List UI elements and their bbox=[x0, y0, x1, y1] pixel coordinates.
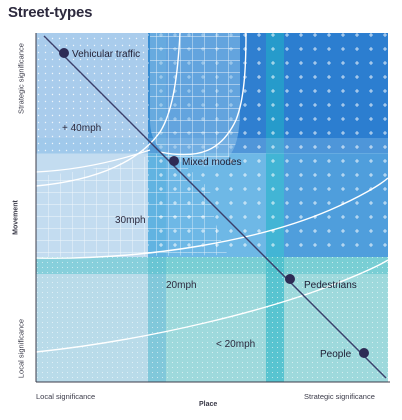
zone-label-20mph: 20mph bbox=[166, 280, 197, 291]
node-label-pedestrians: Pedestrians bbox=[304, 280, 357, 291]
zone-label-sub20mph: < 20mph bbox=[216, 339, 255, 350]
page-title: Street-types bbox=[8, 4, 93, 21]
zone-label-30mph: 30mph bbox=[115, 215, 146, 226]
node-label-vehicular: Vehicular traffic bbox=[72, 49, 140, 60]
grid-lobe-upper-lines bbox=[150, 33, 240, 167]
curve-20mph bbox=[36, 177, 388, 259]
x-axis-right-label: Strategic significance bbox=[304, 392, 375, 401]
grid-lobe-lower bbox=[36, 150, 228, 257]
node-label-people: People bbox=[320, 349, 352, 360]
node-dot-vehicular bbox=[59, 48, 69, 58]
curve-30mph bbox=[36, 33, 181, 187]
diagonal-line bbox=[43, 35, 387, 379]
curve-40mph-right bbox=[159, 33, 247, 156]
curve-30mph-lower bbox=[36, 149, 151, 173]
node-dot-mixed bbox=[169, 156, 179, 166]
dot-texture-top-left bbox=[36, 33, 148, 153]
x-axis-title: Place bbox=[199, 401, 218, 408]
zone-label-40mph: + 40mph bbox=[62, 123, 101, 134]
node-dot-people bbox=[359, 348, 369, 358]
dot-texture-lower bbox=[36, 257, 388, 382]
node-dot-pedestrians bbox=[285, 274, 295, 284]
x-axis-left-label: Local significance bbox=[36, 392, 96, 401]
curve-sub20 bbox=[36, 259, 388, 353]
node-label-mixed: Mixed modes bbox=[182, 157, 241, 168]
